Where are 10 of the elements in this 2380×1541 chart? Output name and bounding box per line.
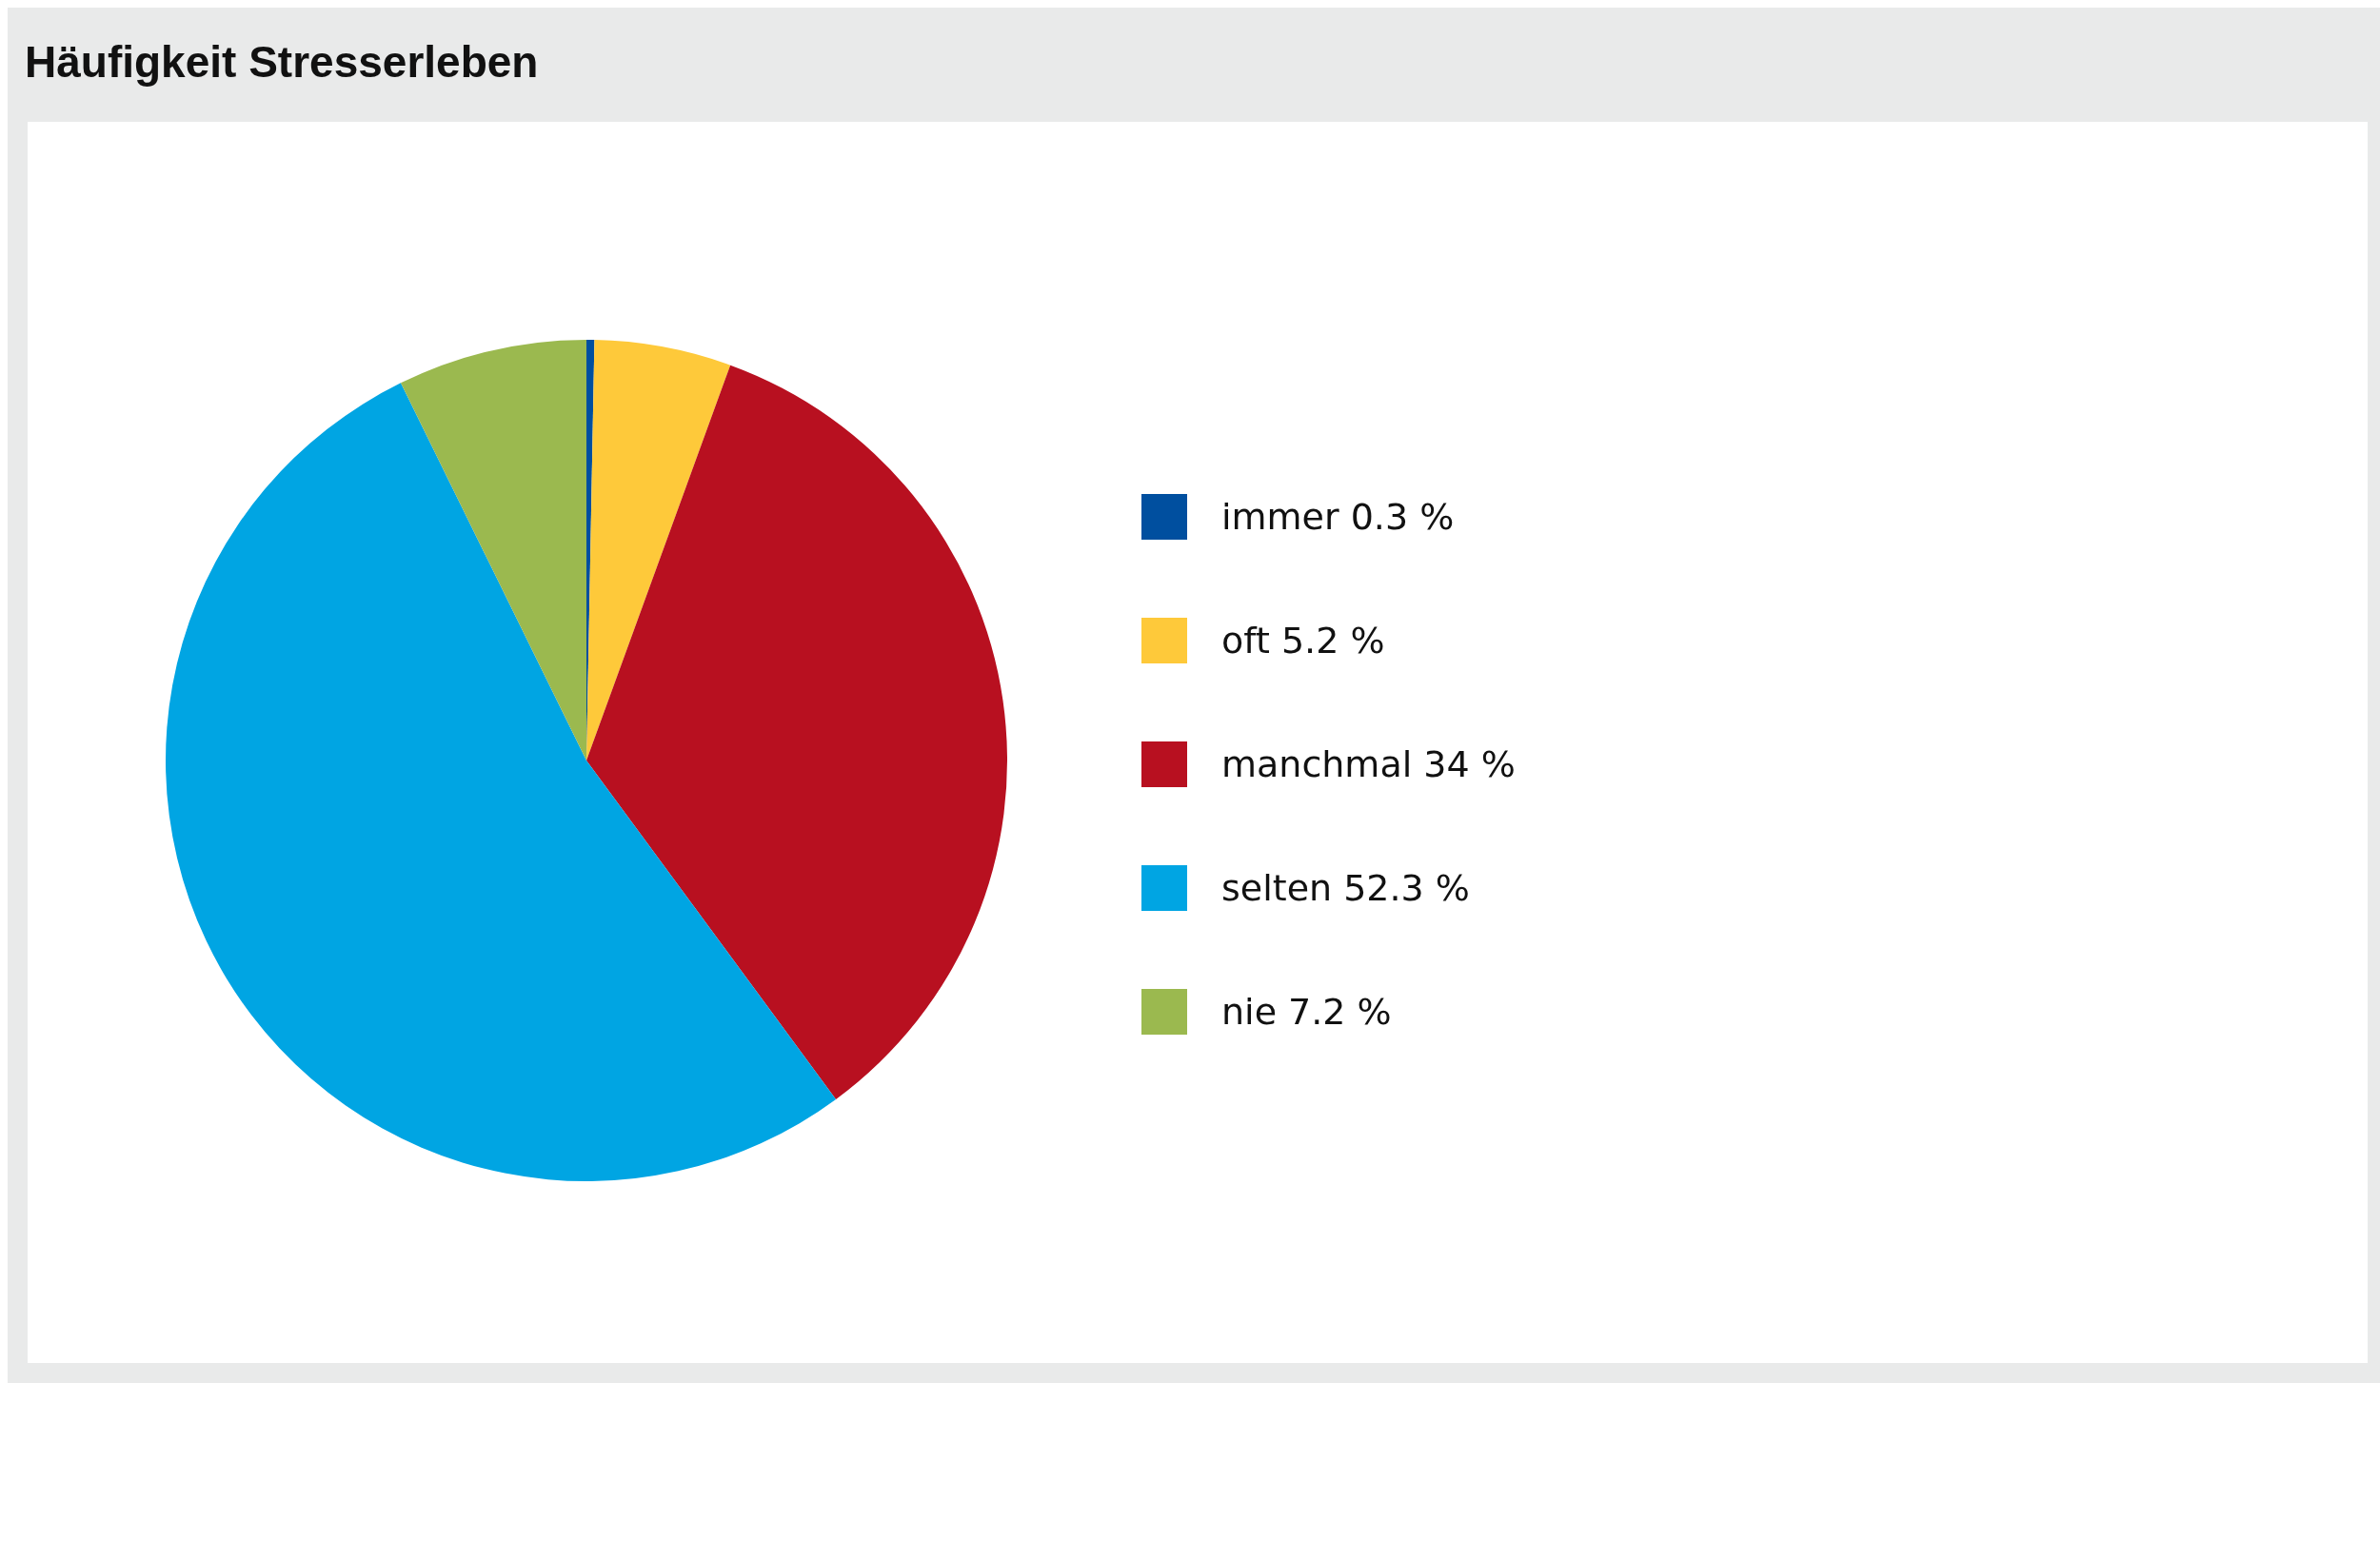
legend-label: manchmal 34 % (1221, 743, 1516, 785)
pie-slice (400, 340, 586, 761)
legend-label: nie 7.2 % (1221, 991, 1392, 1033)
chart-title: Häufigkeit Stresserleben (25, 36, 539, 88)
legend-label: oft 5.2 % (1221, 620, 1385, 662)
pie-slice (166, 383, 837, 1181)
legend-label: immer 0.3 % (1221, 496, 1455, 538)
pie-slice (586, 340, 731, 761)
pie-slice (586, 365, 1007, 1099)
legend-label: selten 52.3 % (1221, 867, 1470, 909)
